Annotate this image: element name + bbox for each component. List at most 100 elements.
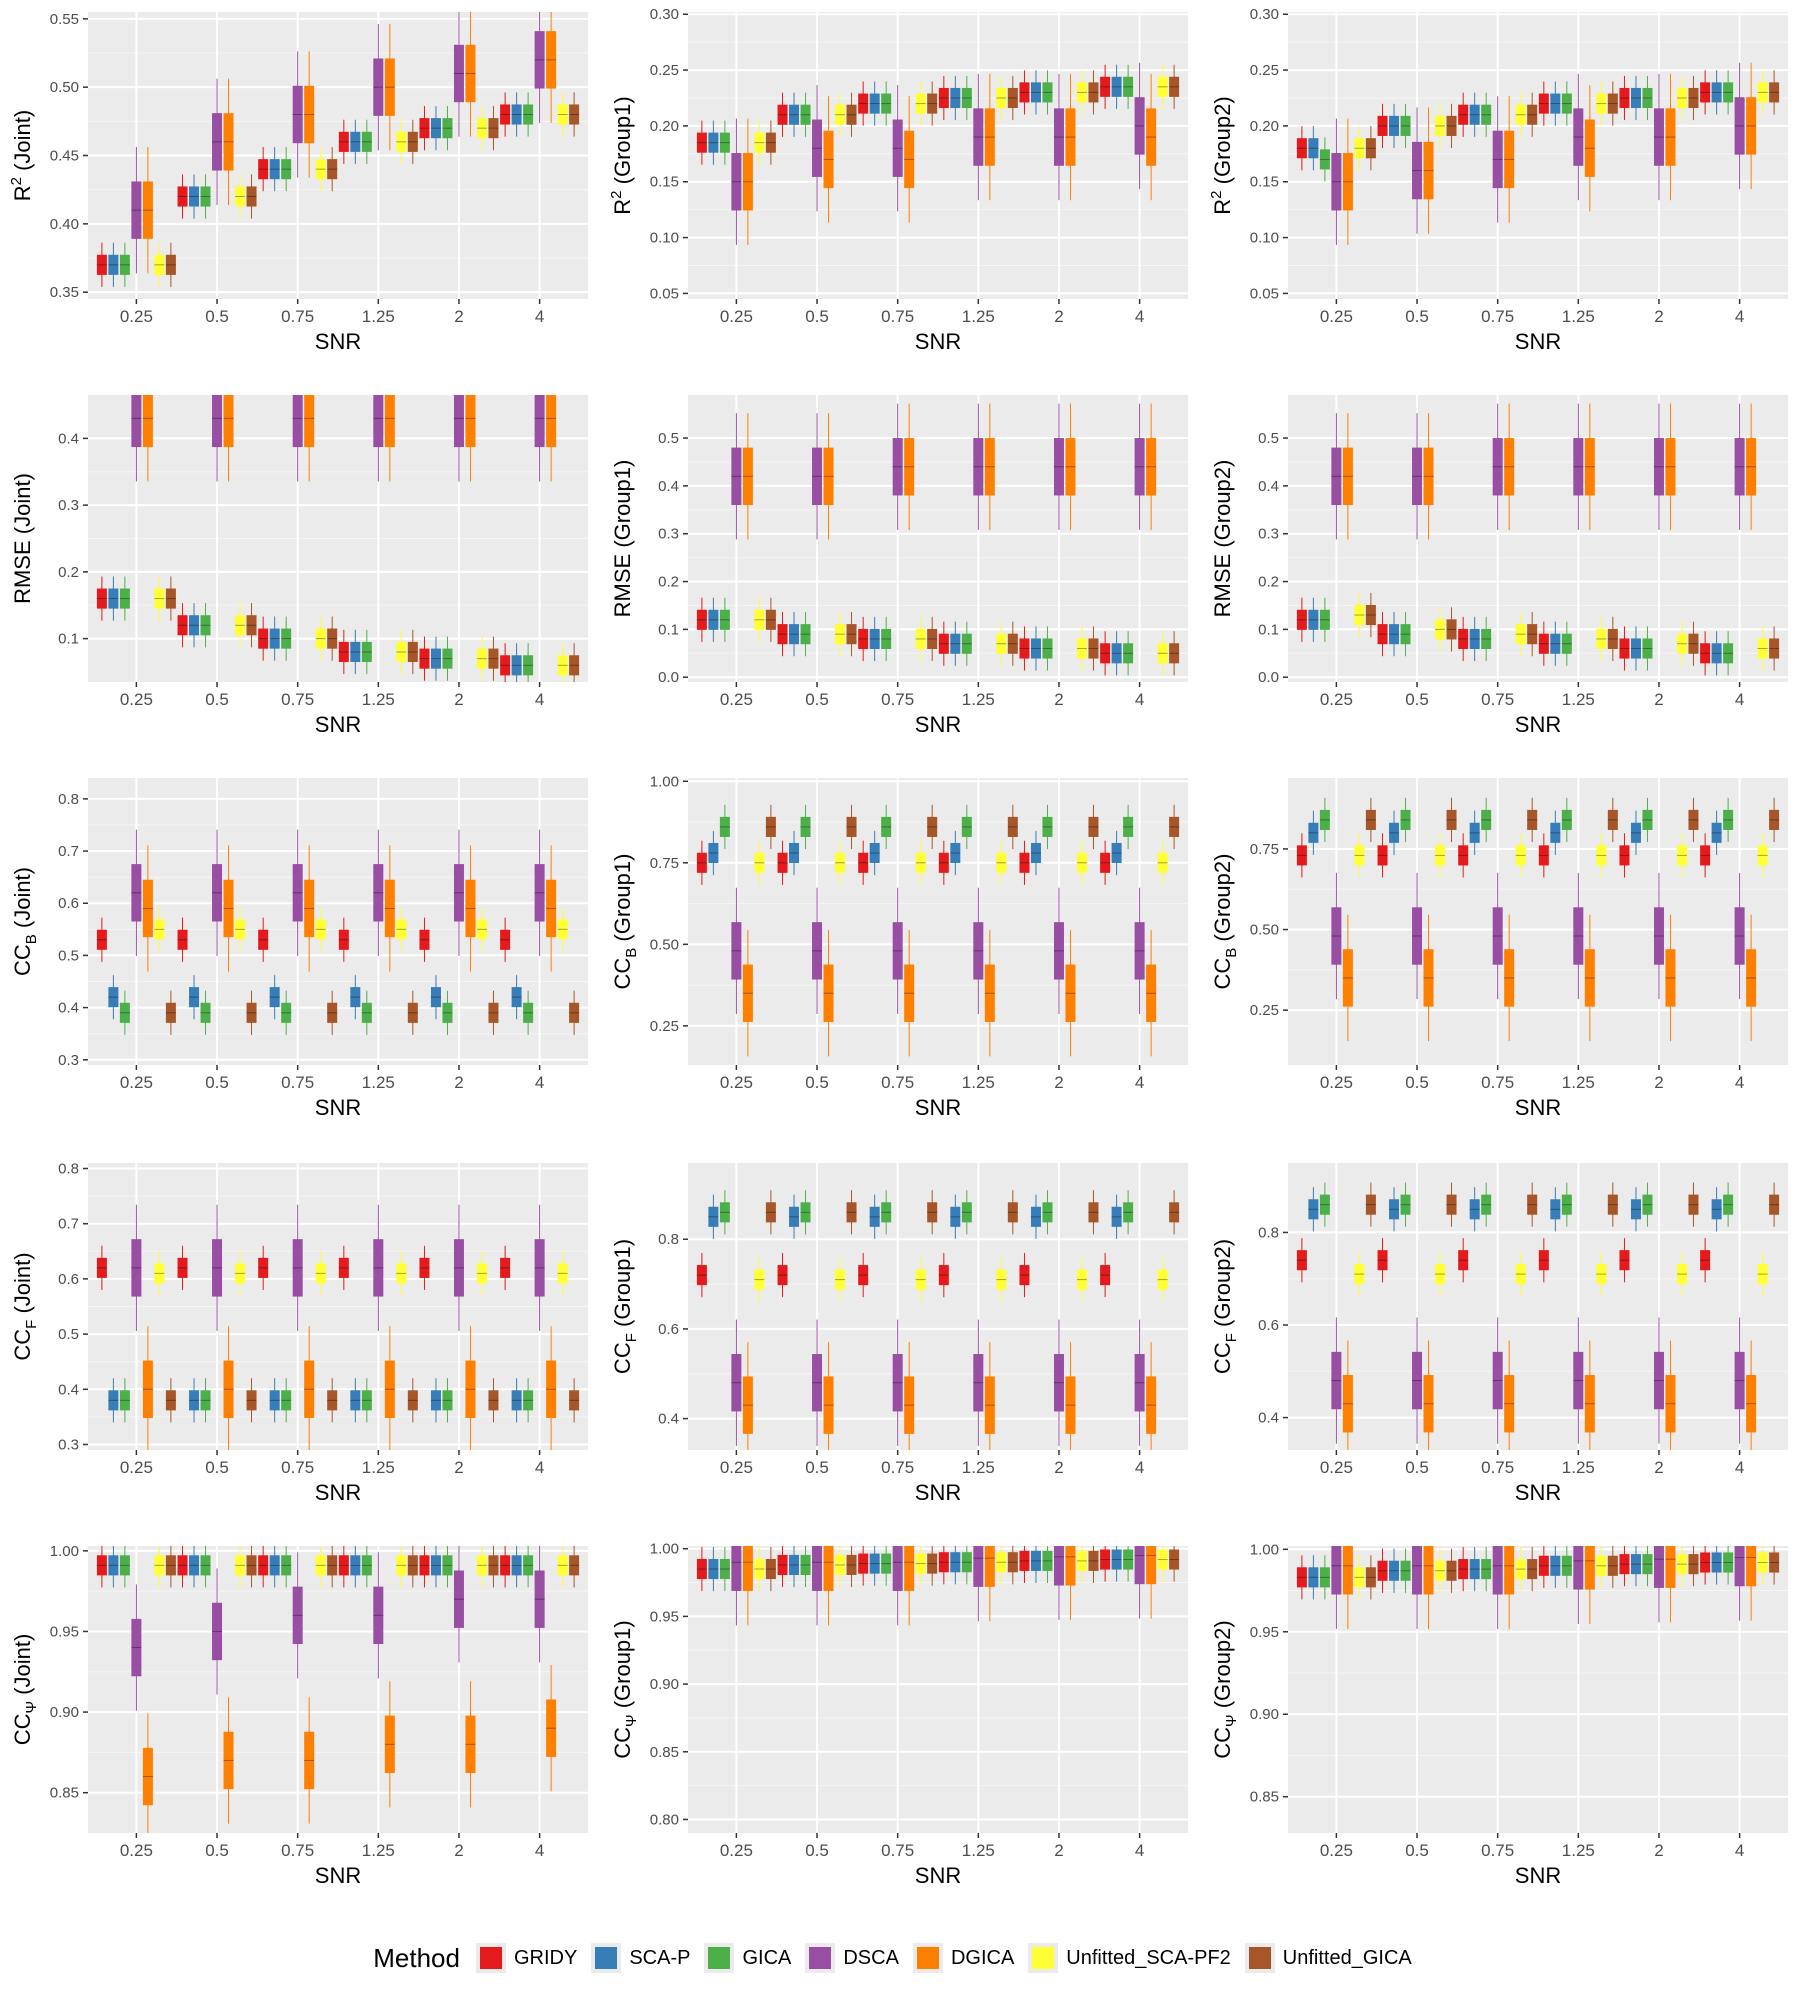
y-tick-label: 0.3 [1258, 526, 1279, 543]
box-unfitted-gica [488, 648, 499, 669]
x-tick-label: 0.25 [720, 307, 753, 326]
box-sca-p [789, 1554, 800, 1575]
box-dsca [1134, 922, 1145, 980]
y-tick-label: 0.05 [1250, 285, 1279, 302]
box-sca-p [1711, 822, 1722, 843]
box-gica [800, 104, 811, 125]
x-tick-label: 0.5 [205, 1841, 229, 1860]
box-sca-p [189, 615, 200, 636]
x-tick-label: 0.5 [205, 1073, 229, 1092]
box-gica [361, 131, 372, 152]
box-dgica [465, 879, 476, 938]
x-tick-label: 0.25 [720, 1841, 753, 1860]
box-unfitted-gica [407, 641, 418, 663]
box-sca-p [108, 1390, 119, 1411]
legend-item-gica: GICA [704, 1943, 791, 1973]
x-tick-label: 0.5 [805, 1841, 829, 1860]
box-unfitted-sca-pf2 [1676, 1264, 1687, 1285]
box-unfitted-sca-pf2 [835, 1269, 846, 1290]
box-unfitted-sca-pf2 [1157, 1549, 1168, 1570]
box-dgica [384, 879, 395, 938]
box-sca-p [869, 1553, 880, 1574]
y-tick-label: 0.2 [58, 564, 79, 581]
box-gica [523, 104, 534, 125]
box-unfitted-gica [1527, 1194, 1538, 1215]
box-unfitted-sca-pf2 [1076, 82, 1087, 103]
y-tick-label: 0.75 [1250, 841, 1279, 858]
y-tick-label: 0.35 [50, 284, 79, 301]
box-unfitted-gica [1088, 1202, 1099, 1223]
box-sca-p [708, 609, 719, 630]
x-axis-label: SNR [915, 1863, 961, 1888]
x-tick-label: 4 [1735, 690, 1744, 709]
box-dsca [1331, 153, 1342, 211]
box-unfitted-gica [1446, 1194, 1457, 1215]
panel-r3-c2: 0.4 0.6 0.8 0.25 0.5 0.75 1.25 2 4 SNR CCF (Group2… [1210, 1163, 1788, 1505]
box-sca-p [1630, 638, 1641, 659]
x-tick-label: 0.5 [1405, 690, 1429, 709]
box-dsca [812, 1354, 823, 1412]
box-gica [1123, 1202, 1134, 1223]
y-tick-label: 0.25 [650, 62, 679, 79]
box-unfitted-gica [765, 609, 776, 630]
box-gica [1481, 1194, 1492, 1215]
box-gridy [1377, 1250, 1388, 1271]
box-dgica [384, 395, 395, 448]
y-tick-label: 0.4 [658, 478, 679, 495]
box-gridy [96, 1555, 107, 1576]
box-sca-p [1550, 1555, 1561, 1576]
y-tick-label: 0.30 [650, 6, 679, 23]
x-tick-label: 0.25 [120, 1458, 153, 1477]
box-dsca [212, 113, 223, 171]
box-sca-p [430, 987, 441, 1008]
box-dgica [546, 879, 557, 938]
y-tick-label: 0.25 [1250, 62, 1279, 79]
box-unfitted-gica [1007, 633, 1018, 654]
panel-grid: 0.35 0.40 0.45 0.50 0.55 0.25 0.5 0.75 1.25 2 4 SNR… [8, 6, 1788, 1888]
box-unfitted-sca-pf2 [476, 1555, 487, 1576]
x-tick-label: 4 [535, 1841, 544, 1860]
y-tick-label: 0.15 [1250, 174, 1279, 191]
box-unfitted-sca-pf2 [1435, 845, 1446, 866]
box-unfitted-sca-pf2 [396, 1555, 407, 1576]
box-gridy [1296, 1567, 1307, 1588]
box-dsca [1653, 438, 1664, 496]
box-gridy [1100, 76, 1111, 97]
box-dgica [904, 438, 915, 496]
x-tick-label: 0.75 [1481, 1458, 1514, 1477]
box-gridy [777, 624, 788, 645]
box-gridy [338, 929, 349, 950]
x-tick-label: 1.25 [962, 307, 995, 326]
box-gica [1042, 638, 1053, 659]
box-gridy [419, 1257, 430, 1278]
box-unfitted-gica [1527, 1559, 1538, 1580]
box-dsca [292, 395, 303, 448]
box-unfitted-sca-pf2 [996, 1269, 1007, 1290]
box-sca-p [350, 987, 361, 1008]
box-sca-p [1111, 842, 1122, 864]
y-tick-label: 0.95 [1250, 1624, 1279, 1641]
box-dgica [1065, 964, 1076, 1022]
y-tick-label: 0.4 [1258, 1410, 1279, 1427]
box-unfitted-gica [927, 628, 938, 649]
box-dgica [984, 1546, 995, 1587]
y-tick-label: 0.5 [58, 1326, 79, 1343]
y-tick-label: 0.6 [1258, 1317, 1279, 1334]
box-dgica [984, 438, 995, 496]
box-gridy [858, 628, 869, 649]
box-unfitted-gica [1607, 809, 1618, 830]
box-unfitted-sca-pf2 [1515, 624, 1526, 645]
x-tick-label: 0.25 [720, 1458, 753, 1477]
box-dsca [1492, 1546, 1503, 1595]
box-unfitted-sca-pf2 [1076, 638, 1087, 659]
box-sca-p [1030, 1550, 1041, 1571]
x-axis-label: SNR [315, 1863, 361, 1888]
box-unfitted-sca-pf2 [1354, 1567, 1365, 1588]
box-gridy [777, 1265, 788, 1286]
box-gica [1400, 809, 1411, 830]
box-dsca [1653, 1351, 1664, 1410]
box-dsca [1653, 1546, 1664, 1588]
box-gridy [1296, 845, 1307, 866]
y-tick-label: 0.7 [58, 843, 79, 860]
x-axis-label: SNR [315, 329, 361, 354]
